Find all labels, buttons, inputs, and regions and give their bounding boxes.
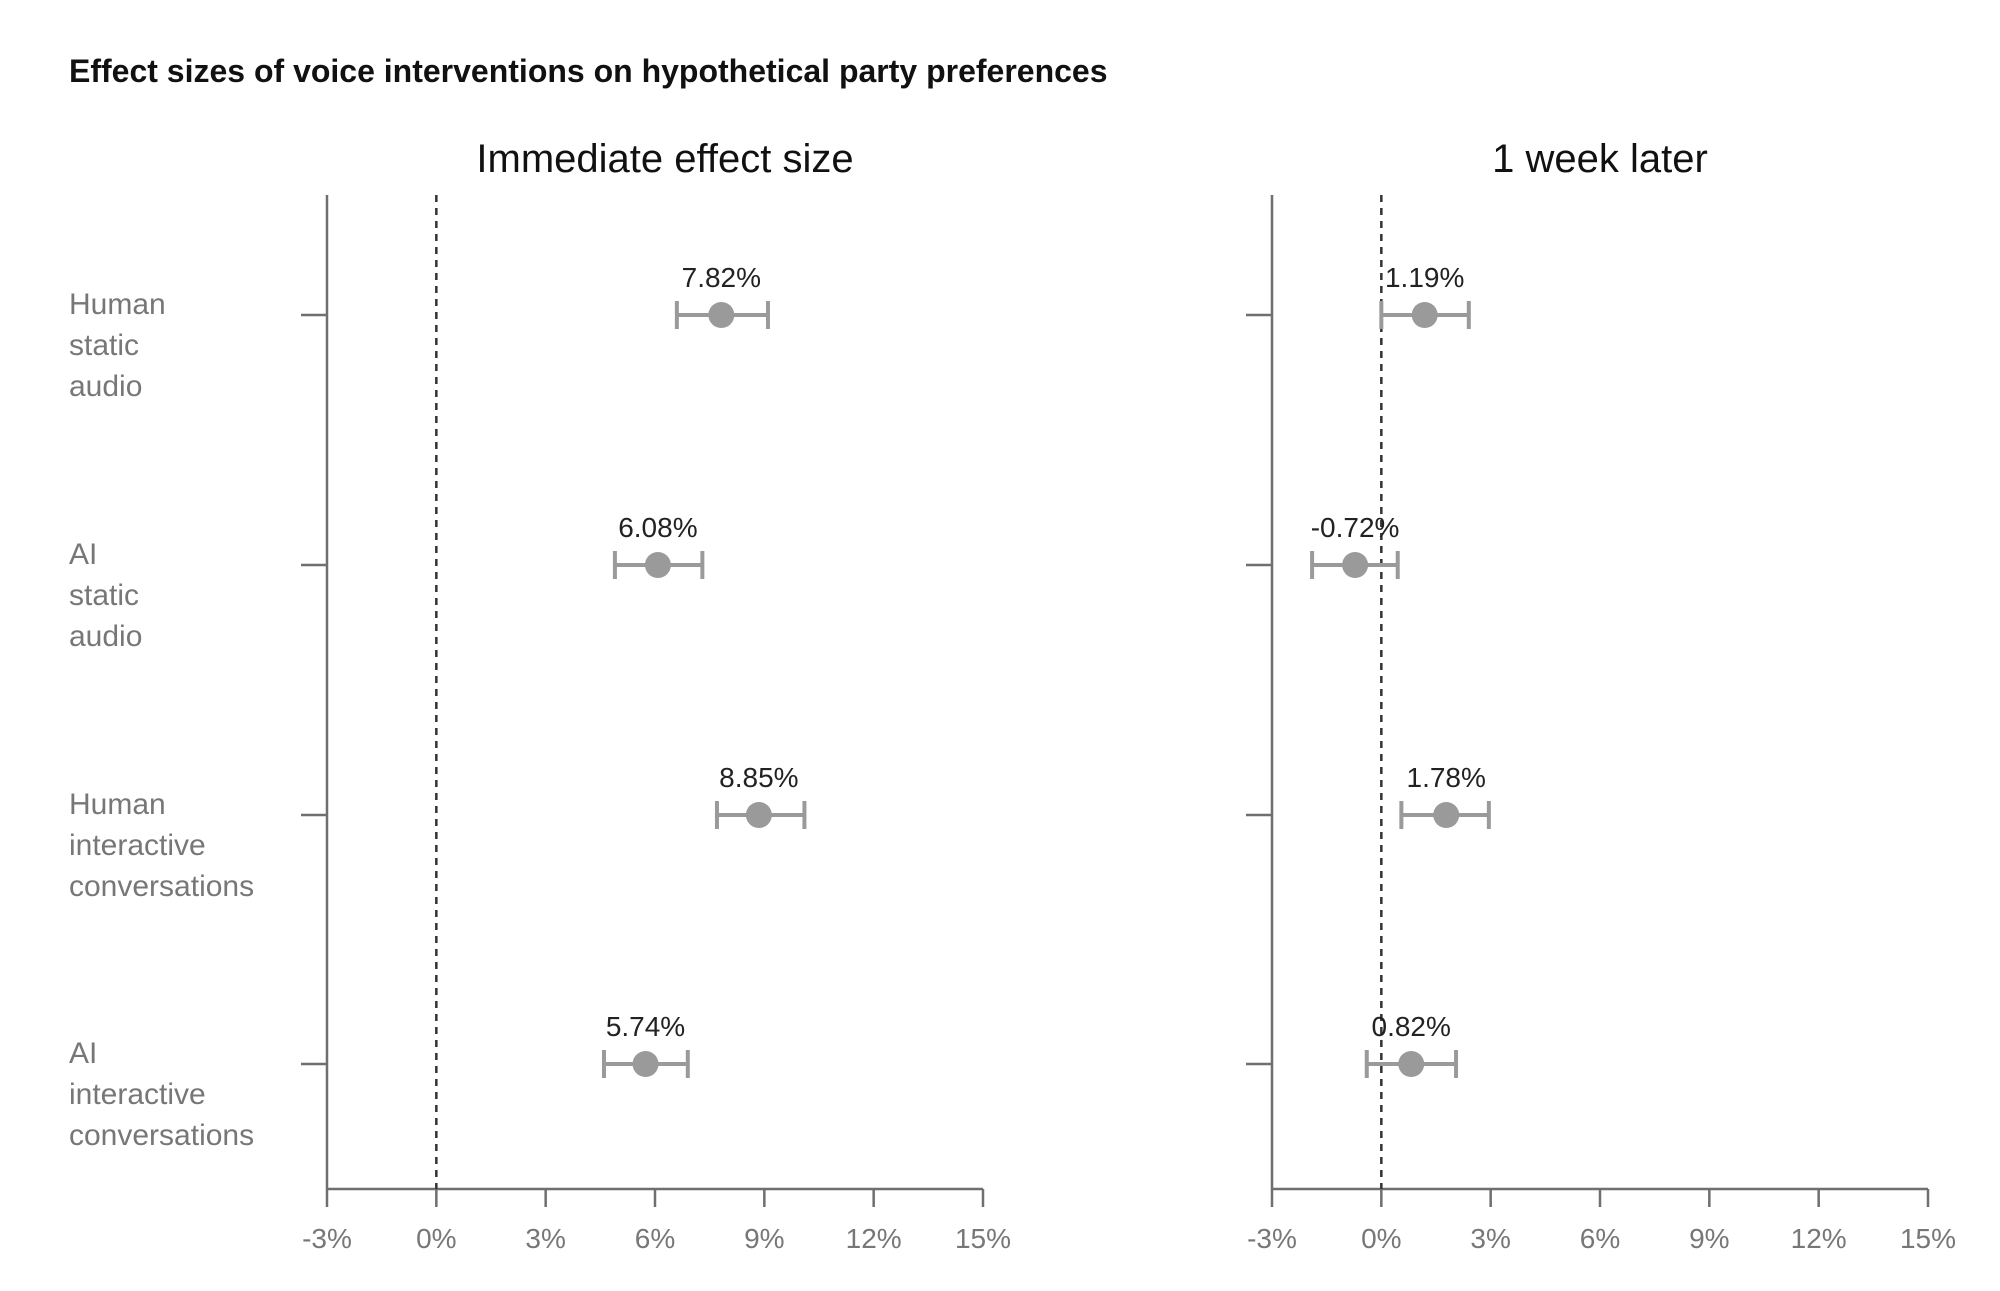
x-tick-label: 15%	[1900, 1223, 1956, 1254]
category-label: Human static audio	[69, 288, 166, 403]
category-label-line: conversations	[69, 1119, 254, 1152]
data-label: 8.85%	[719, 762, 798, 793]
data-point	[644, 552, 671, 578]
x-tick-label: 9%	[1689, 1223, 1729, 1254]
x-tick-label: 0%	[1361, 1223, 1401, 1254]
category-label-line: AI	[69, 538, 97, 571]
x-tick-label: 3%	[525, 1223, 565, 1254]
x-tick-label: 0%	[416, 1223, 456, 1254]
data-point	[708, 302, 735, 328]
category-label-line: interactive	[69, 1078, 206, 1111]
data-point	[1342, 552, 1369, 578]
data-point	[632, 1051, 659, 1077]
panel-week-later-plot: -3% 0% 3% 6% 9% 12% 15% 1.19% -0.72% 1.78% 0.82%	[1246, 195, 1956, 1254]
category-label-line: AI	[69, 1037, 97, 1070]
category-labels: Human static audio AI static audio Human intera…	[69, 288, 254, 1152]
data-label: 6.08%	[618, 512, 697, 543]
category-label-line: Human	[69, 288, 166, 321]
x-tick-label: 12%	[1791, 1223, 1847, 1254]
data-label: 5.74%	[606, 1011, 685, 1042]
figure-title: Effect sizes of voice interventions on h…	[69, 53, 1108, 89]
x-tick-label: 6%	[1580, 1223, 1620, 1254]
x-tick-label: 12%	[846, 1223, 902, 1254]
data-label: 1.19%	[1385, 262, 1464, 293]
panel-week-later: 1 week later -3% 0% 3% 6% 9% 12% 15% 1.19% -0.72…	[1246, 137, 1956, 1254]
data-label: 0.82%	[1372, 1011, 1451, 1042]
x-tick-label: 9%	[744, 1223, 784, 1254]
data-point	[1411, 302, 1438, 328]
x-tick-label: -3%	[302, 1223, 352, 1254]
data-point	[745, 802, 772, 828]
x-tick-label: 3%	[1470, 1223, 1510, 1254]
category-label-line: static	[69, 329, 139, 362]
category-label-line: audio	[69, 370, 142, 403]
category-label-line: audio	[69, 620, 142, 653]
panel-immediate: Immediate effect size -3% 0% 3% 6% 9% 12% 15% 7…	[301, 137, 1011, 1254]
data-point	[1398, 1051, 1425, 1077]
x-tick-label: 6%	[635, 1223, 675, 1254]
data-label: 7.82%	[682, 262, 761, 293]
category-label: AI interactive conversations	[69, 1037, 254, 1152]
x-tick-label: -3%	[1247, 1223, 1297, 1254]
category-label: AI static audio	[69, 538, 142, 653]
x-tick-label: 15%	[955, 1223, 1011, 1254]
data-point	[1433, 802, 1460, 828]
category-label-line: interactive	[69, 829, 206, 862]
data-label: -0.72%	[1311, 512, 1400, 543]
category-label-line: Human	[69, 788, 166, 821]
category-label-line: conversations	[69, 870, 254, 903]
panel-immediate-plot: -3% 0% 3% 6% 9% 12% 15% 7.82% 6.08% 8.85% 5.74%	[301, 195, 1011, 1254]
category-label: Human interactive conversations	[69, 788, 254, 903]
data-label: 1.78%	[1407, 762, 1486, 793]
panel-title-week-later: 1 week later	[1492, 137, 1708, 181]
category-label-line: static	[69, 579, 139, 612]
panel-title-immediate: Immediate effect size	[476, 137, 853, 181]
